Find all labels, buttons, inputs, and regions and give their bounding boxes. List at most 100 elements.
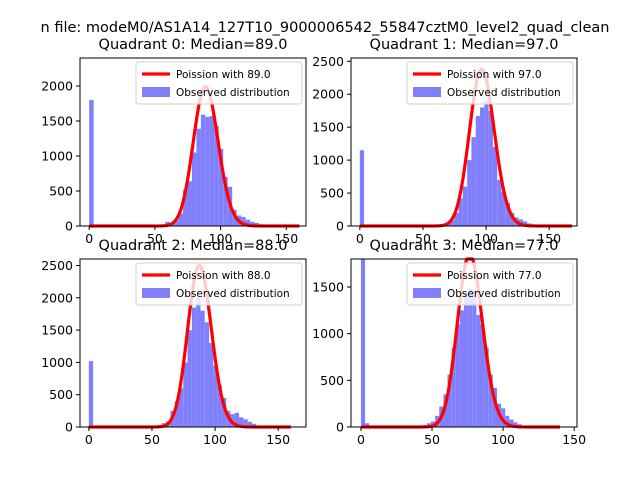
observed-bar — [209, 343, 214, 427]
observed-bar — [218, 149, 224, 226]
observed-bar — [187, 181, 192, 226]
y-tick-label: 1500 — [41, 323, 73, 338]
y-tick-label: 1000 — [41, 355, 73, 370]
observed-bar — [513, 422, 518, 427]
x-tick-label: 0 — [85, 231, 93, 246]
observed-bar — [200, 310, 205, 427]
legend-poisson-label: Poission with 88.0 — [176, 270, 271, 282]
x-tick-label: 0 — [357, 432, 365, 447]
legend-observed-label: Observed distribution — [176, 288, 290, 300]
y-tick-label: 1000 — [41, 149, 73, 164]
observed-bar — [174, 401, 179, 427]
x-tick-label: 50 — [147, 231, 163, 246]
figure-suptitle: n file: modeM0/AS1A14_127T10_9000006542_… — [41, 20, 610, 36]
observed-bar — [501, 191, 506, 226]
observed-bar — [475, 115, 481, 226]
observed-bar — [476, 315, 481, 427]
legend-poisson-label: Poission with 89.0 — [176, 69, 271, 81]
observed-bar — [505, 202, 511, 226]
y-tick-label: 2000 — [41, 79, 73, 94]
y-tick-label: 0 — [65, 420, 73, 435]
panel-title: Quadrant 3: Median=77.0 — [370, 238, 559, 254]
x-tick-label: 0 — [85, 432, 93, 447]
legend-box — [135, 262, 303, 306]
x-tick-label: 150 — [266, 432, 290, 447]
observed-bar — [200, 114, 206, 226]
observed-bar — [89, 100, 94, 226]
observed-bar — [191, 307, 197, 427]
x-tick-label: 150 — [274, 231, 298, 246]
panel-quadrant-2: Quadrant 2: Median=88.00 50 100 15005001000… — [41, 238, 307, 447]
legend-box — [406, 61, 574, 105]
observed-bar — [196, 297, 201, 427]
panel-title: Quadrant 2: Median=88.0 — [99, 238, 288, 254]
observed-bar — [234, 412, 240, 427]
x-tick-label: 50 — [144, 432, 160, 447]
y-tick-label: 2500 — [312, 54, 344, 69]
observed-bar — [213, 365, 218, 427]
observed-bar — [178, 388, 184, 427]
y-tick-label: 500 — [49, 184, 73, 199]
x-tick-label: 150 — [562, 432, 586, 447]
x-tick-label: 100 — [474, 231, 498, 246]
observed-bar — [183, 189, 188, 226]
panel-quadrant-0: Quadrant 0: Median=89.0 0 50 100 1500 500 1000… — [41, 37, 307, 246]
legend-observed-swatch — [142, 87, 170, 97]
x-tick-label: 150 — [537, 231, 561, 246]
observed-bar — [443, 394, 448, 427]
observed-bar — [223, 177, 228, 226]
y-tick-label: 2500 — [41, 258, 73, 273]
observed-bar — [178, 213, 184, 226]
observed-bar — [451, 347, 456, 427]
x-tick-label: 100 — [491, 432, 515, 447]
y-tick-label: 1500 — [41, 114, 73, 129]
observed-bar — [488, 374, 493, 427]
observed-bar — [221, 397, 227, 427]
observed-bar — [214, 125, 219, 226]
observed-bar — [488, 110, 493, 226]
observed-bar — [88, 361, 94, 427]
legend-poisson-label: Poission with 97.0 — [447, 69, 542, 81]
observed-bar — [191, 152, 197, 226]
observed-bar — [480, 107, 485, 226]
observed-bar — [455, 324, 460, 427]
legend-box — [135, 61, 303, 105]
x-tick-label: 100 — [209, 231, 233, 246]
observed-bar — [464, 291, 469, 427]
axes-frame — [79, 258, 307, 428]
axes-frame — [79, 57, 307, 227]
observed-bar — [247, 421, 252, 427]
panel-quadrant-1: Quadrant 1: Median=97.00 50 100 15005001000… — [312, 37, 578, 246]
observed-bar — [447, 374, 452, 427]
observed-bar — [492, 146, 498, 226]
x-tick-label: 50 — [424, 432, 440, 447]
axes-frame — [350, 57, 578, 227]
observed-bar — [497, 179, 502, 226]
observed-bar — [492, 387, 497, 427]
observed-bar — [454, 212, 459, 226]
x-tick-label: 100 — [203, 432, 227, 447]
panel-quadrant-3: Quadrant 3: Median=77.00 50 100 15005001000… — [312, 238, 586, 447]
observed-bar — [239, 417, 244, 427]
axes-frame — [350, 258, 578, 428]
observed-bar — [243, 419, 248, 427]
x-tick-label: 50 — [415, 231, 431, 246]
y-tick-label: 500 — [320, 373, 344, 388]
observed-bar — [217, 385, 222, 427]
panel-title: Quadrant 0: Median=89.0 — [99, 37, 288, 53]
legend-observed-swatch — [413, 87, 441, 97]
observed-bar — [484, 100, 489, 226]
observed-bar — [187, 330, 192, 427]
observed-bar — [183, 362, 188, 427]
y-tick-label: 2000 — [41, 290, 73, 305]
observed-bar — [467, 160, 472, 226]
observed-bar — [360, 259, 366, 427]
y-tick-label: 500 — [320, 186, 344, 201]
observed-bar — [468, 288, 473, 427]
y-tick-label: 2000 — [312, 87, 344, 102]
legend-observed-swatch — [413, 288, 441, 298]
legend-observed-swatch — [142, 288, 170, 298]
y-tick-label: 1500 — [312, 280, 344, 295]
observed-bar — [365, 423, 370, 427]
